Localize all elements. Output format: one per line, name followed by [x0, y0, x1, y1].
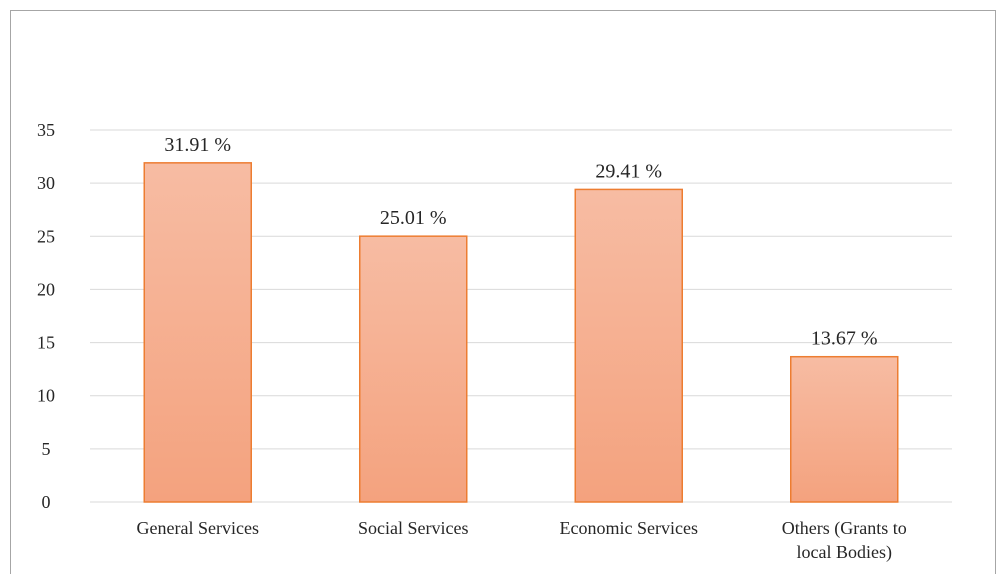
category-label: Social Services: [358, 518, 468, 538]
data-label: 25.01 %: [380, 207, 447, 229]
data-label: 13.67 %: [811, 328, 878, 350]
y-tick-label: 0: [42, 492, 51, 512]
y-tick-label: 25: [37, 226, 55, 246]
category-label-line: Others (Grants to: [782, 518, 907, 539]
bar: [574, 188, 683, 503]
y-axis-tick-labels: 0 5 10 15 20 25 30 35: [37, 120, 55, 512]
y-tick-label: 30: [37, 173, 55, 193]
category-label: General Services: [137, 518, 259, 538]
y-tick-label: 35: [37, 120, 55, 140]
data-label: 29.41 %: [595, 160, 662, 182]
category-label-line: local Bodies): [797, 542, 892, 563]
y-tick-label: 15: [37, 333, 55, 353]
bar: [359, 235, 468, 503]
category-label: Others (Grants to local Bodies): [782, 518, 907, 563]
bar: [790, 355, 899, 503]
bar: [143, 162, 252, 503]
y-tick-label: 10: [37, 386, 55, 406]
y-tick-label: 5: [42, 439, 51, 459]
y-tick-label: 20: [37, 279, 55, 299]
bars: [143, 162, 899, 503]
x-axis-category-labels: General Services Social Services Economic …: [137, 518, 907, 563]
data-labels: 31.91 % 25.01 % 29.41 % 13.67 %: [164, 134, 877, 350]
data-label: 31.91 %: [164, 134, 231, 156]
category-label-line: Social Services: [358, 518, 468, 538]
category-label: Economic Services: [560, 518, 698, 538]
category-label-line: General Services: [137, 518, 259, 538]
category-label-line: Economic Services: [560, 518, 698, 538]
